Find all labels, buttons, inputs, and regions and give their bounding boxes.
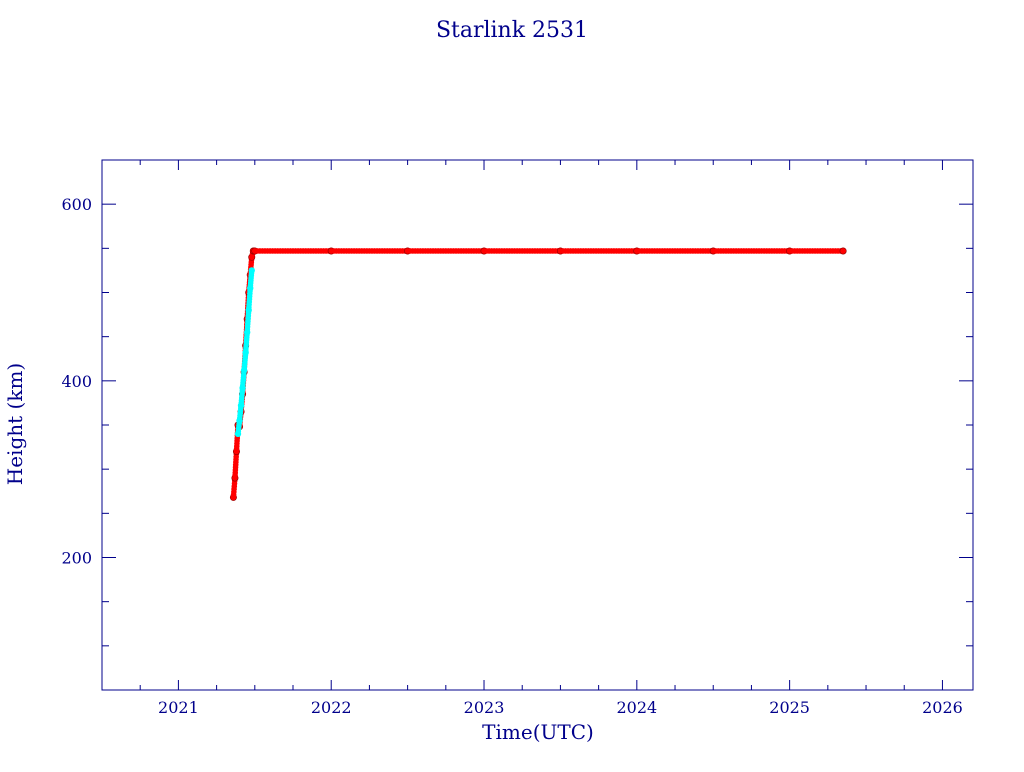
y-tick-label: 200 [61,549,92,568]
tick-layer: 2021 2022 2023 2024 2025 2026 200 400 600 [61,159,973,717]
x-tick-label: 2024 [616,698,657,717]
data-layer [229,247,847,501]
x-tick-label: 2026 [922,698,963,717]
x-axis-label: Time(UTC) [482,720,594,744]
y-tick-label: 600 [61,195,92,214]
x-tick-label: 2025 [769,698,810,717]
data-point-primary [839,247,847,255]
y-axis-label: Height (km) [3,363,27,485]
plot-area-frame [101,159,974,691]
y-tick-label: 400 [61,372,92,391]
x-tick-label: 2021 [158,698,199,717]
x-tick-label: 2023 [464,698,505,717]
chart-title: Starlink 2531 [436,18,588,43]
x-tick-label: 2022 [311,698,352,717]
data-point-secondary [248,267,255,274]
